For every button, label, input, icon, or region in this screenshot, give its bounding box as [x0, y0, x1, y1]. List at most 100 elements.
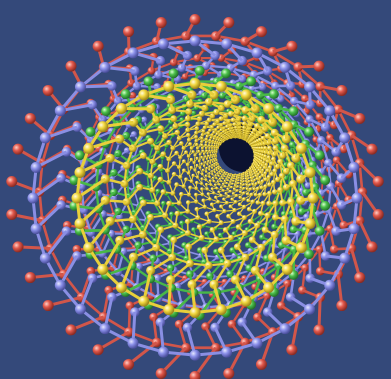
- atom: [99, 61, 111, 73]
- bond: [87, 220, 112, 249]
- atom: [120, 89, 131, 100]
- atom: [194, 206, 200, 212]
- bond: [47, 295, 82, 308]
- bond: [79, 277, 94, 310]
- atom: [339, 252, 351, 264]
- atom: [211, 142, 214, 145]
- atom: [221, 38, 233, 50]
- atom: [215, 80, 227, 92]
- atom: [39, 252, 51, 264]
- atom: [154, 70, 163, 80]
- atom: [179, 191, 184, 197]
- atom: [240, 295, 252, 307]
- atom: [163, 304, 175, 316]
- atom: [30, 223, 42, 235]
- atom: [324, 105, 336, 117]
- atom: [233, 177, 236, 180]
- bond: [130, 69, 152, 84]
- atom: [189, 349, 201, 361]
- atom: [215, 304, 227, 316]
- atom: [24, 272, 36, 284]
- bond: [244, 330, 274, 344]
- bond: [319, 85, 340, 111]
- bond: [160, 346, 188, 375]
- bond: [329, 206, 338, 229]
- atom: [348, 161, 360, 173]
- atom: [138, 89, 150, 101]
- atom: [146, 265, 156, 276]
- atom: [163, 80, 175, 92]
- atom: [304, 81, 316, 93]
- atom: [157, 38, 169, 50]
- atom: [85, 126, 96, 137]
- atom: [83, 242, 95, 254]
- atom: [24, 112, 36, 124]
- bond: [215, 341, 246, 350]
- atom: [288, 106, 299, 117]
- atom: [268, 89, 279, 100]
- bond: [304, 248, 321, 269]
- atom: [250, 171, 253, 174]
- atom: [263, 281, 275, 293]
- atom: [74, 303, 86, 315]
- bond: [113, 214, 124, 234]
- atom: [320, 122, 331, 132]
- bond: [272, 50, 299, 69]
- atom: [366, 241, 378, 253]
- atom: [189, 179, 194, 184]
- bond: [318, 228, 331, 250]
- atom: [30, 161, 42, 173]
- atom: [189, 306, 201, 318]
- bond: [58, 255, 79, 287]
- bond: [70, 315, 105, 332]
- atom: [313, 60, 325, 72]
- atom: [189, 78, 201, 90]
- atom: [74, 217, 86, 229]
- atom: [194, 186, 199, 191]
- atom: [206, 152, 209, 155]
- atom: [259, 185, 264, 190]
- atom: [140, 116, 148, 123]
- atom: [251, 182, 255, 186]
- atom: [286, 40, 298, 52]
- atom: [123, 358, 135, 370]
- bond: [290, 316, 300, 351]
- atom: [37, 215, 48, 226]
- atom: [366, 143, 378, 155]
- atom: [211, 146, 214, 150]
- atom: [281, 263, 293, 275]
- atom: [295, 242, 307, 254]
- bond: [44, 125, 78, 140]
- atom: [320, 175, 331, 186]
- atom: [65, 60, 77, 72]
- atom: [286, 344, 298, 356]
- atom: [74, 167, 86, 179]
- atom: [6, 208, 18, 220]
- bond: [127, 341, 158, 366]
- atom: [295, 142, 307, 154]
- atom: [271, 81, 280, 91]
- bond: [78, 199, 107, 225]
- atom: [208, 146, 211, 150]
- bond: [62, 273, 83, 299]
- atom: [194, 65, 205, 76]
- bond: [336, 108, 353, 136]
- atom: [132, 81, 142, 91]
- bond: [32, 176, 62, 200]
- atom: [127, 337, 139, 349]
- atom: [115, 103, 127, 115]
- atom: [255, 26, 267, 38]
- atom: [123, 26, 135, 38]
- bond: [244, 40, 274, 53]
- atom: [320, 200, 331, 211]
- atom: [372, 176, 384, 188]
- atom: [372, 208, 384, 220]
- atom: [221, 346, 233, 358]
- atom: [257, 164, 261, 168]
- bond: [35, 150, 68, 169]
- atom: [223, 367, 235, 379]
- atom: [259, 166, 263, 170]
- bond: [350, 134, 361, 164]
